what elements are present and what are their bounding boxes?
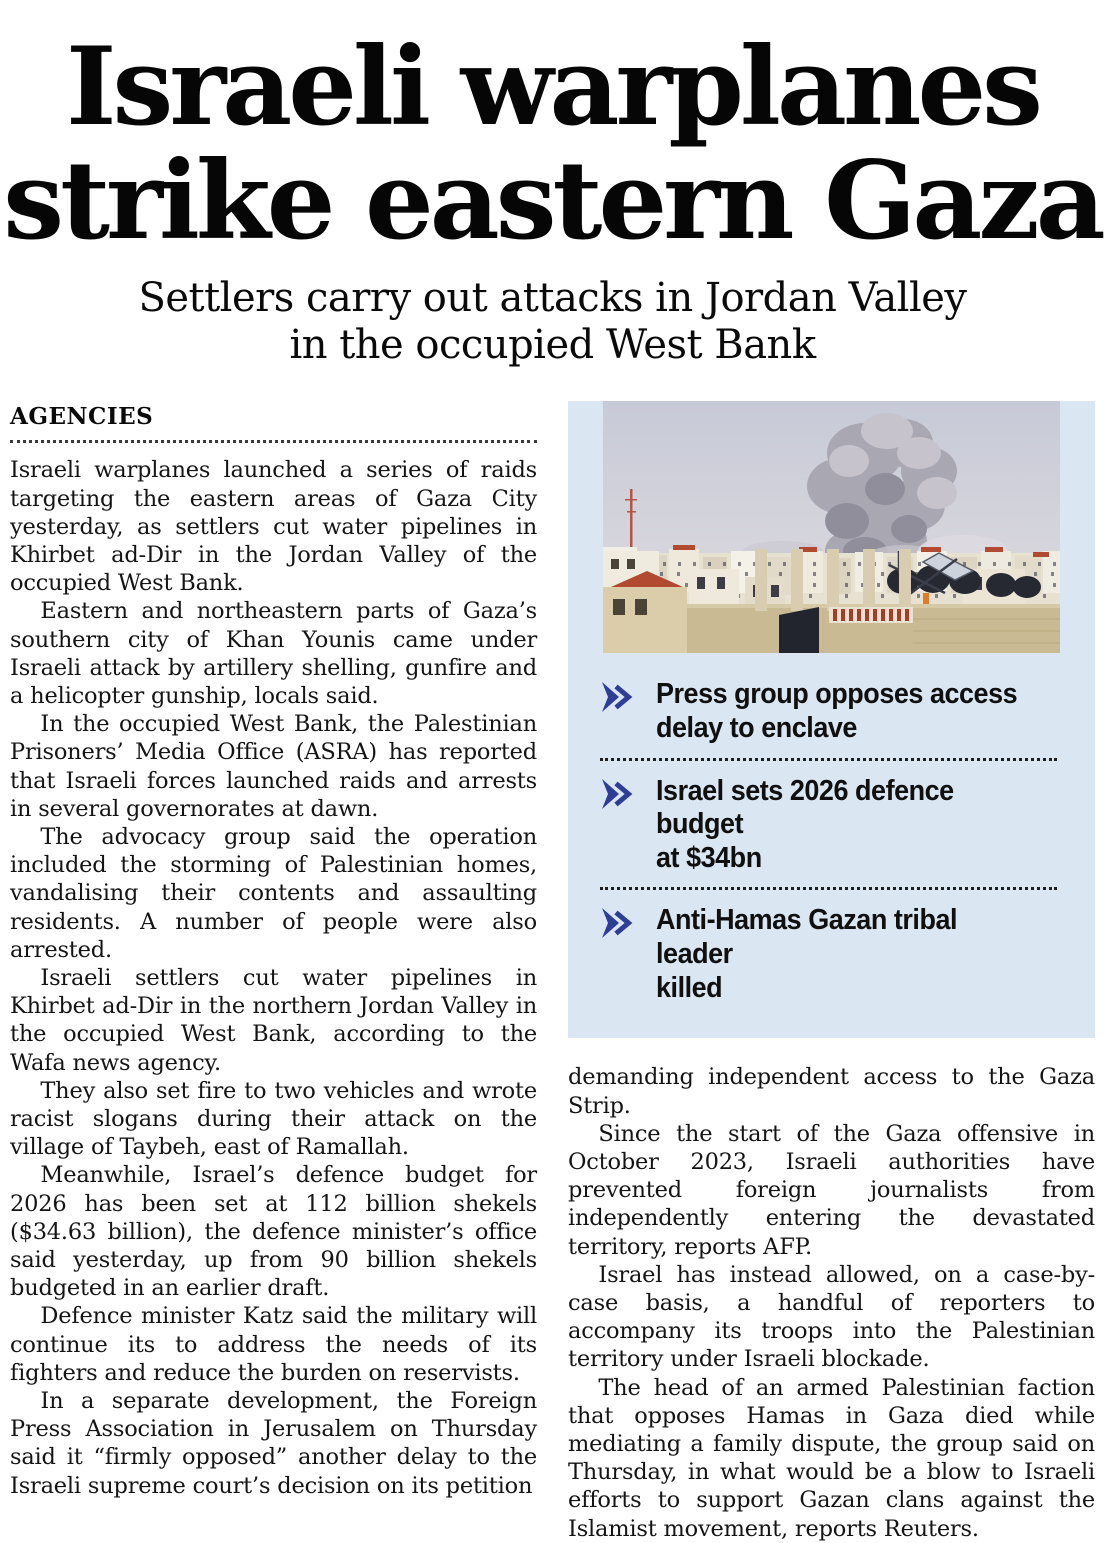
bullet-label: Anti-Hamas Gazan tribal leader killed bbox=[656, 904, 958, 1004]
dotted-separator bbox=[600, 757, 1057, 761]
subheadline: Settlers carry out attacks in Jordan Val… bbox=[0, 275, 1105, 369]
infobox-bullet: Israel sets 2026 defence budget at $34bn bbox=[600, 766, 1057, 883]
article-paragraph: Israeli warplanes launched a series of r… bbox=[10, 457, 537, 597]
article-paragraph: In a separate development, the Foreign P… bbox=[10, 1388, 537, 1499]
article-paragraph: They also set fire to two vehicles and w… bbox=[10, 1077, 537, 1161]
double-chevron-icon bbox=[600, 778, 638, 814]
byline-dotted-rule bbox=[10, 440, 537, 444]
article-paragraph: Israel has instead allowed, on a case-by… bbox=[568, 1261, 1095, 1373]
info-box: Press group opposes access delay to encl… bbox=[568, 401, 1095, 1039]
article-paragraph: Defence minister Katz said the military … bbox=[10, 1303, 537, 1386]
newspaper-page: Israeli warplanes strike eastern Gaza Se… bbox=[0, 30, 1105, 1542]
article-paragraph: In the occupied West Bank, the Palestini… bbox=[10, 711, 537, 822]
left-column: AGENCIES Israeli warplanes launched a se… bbox=[10, 401, 537, 1542]
bullet-label: Press group opposes access delay to encl… bbox=[656, 678, 1018, 744]
gaza-airstrike-photo bbox=[603, 401, 1060, 654]
article-body: AGENCIES Israeli warplanes launched a se… bbox=[0, 401, 1105, 1542]
right-column: Press group opposes access delay to encl… bbox=[568, 401, 1095, 1542]
right-column-text: demanding independent access to the Gaza… bbox=[568, 1063, 1095, 1542]
subheadline-line-2: in the occupied West Bank bbox=[289, 322, 816, 369]
infobox-bullet: Press group opposes access delay to encl… bbox=[600, 669, 1057, 752]
article-paragraph: The head of an armed Palestinian faction… bbox=[568, 1374, 1095, 1542]
article-paragraph: Israeli settlers cut water pipelines in … bbox=[10, 964, 537, 1076]
headline: Israeli warplanes strike eastern Gaza bbox=[0, 30, 1105, 259]
double-chevron-icon bbox=[600, 907, 638, 943]
article-paragraph: Meanwhile, Israel’s defence budget for 2… bbox=[10, 1162, 537, 1302]
bullet-label: Israel sets 2026 defence budget at $34bn bbox=[656, 774, 954, 874]
headline-line-1: Israeli warplanes bbox=[66, 24, 1043, 150]
article-paragraph: demanding independent access to the Gaza… bbox=[568, 1064, 1095, 1119]
double-chevron-icon bbox=[600, 681, 638, 717]
article-paragraph: Eastern and northeastern parts of Gaza’s… bbox=[10, 598, 537, 709]
headline-line-2: strike eastern Gaza bbox=[3, 138, 1105, 265]
infobox-bullet: Anti-Hamas Gazan tribal leader killed bbox=[600, 895, 1057, 1012]
article-paragraph: The advocacy group said the operation in… bbox=[10, 823, 537, 963]
byline: AGENCIES bbox=[10, 403, 154, 431]
dotted-separator bbox=[600, 887, 1057, 891]
subheadline-line-1: Settlers carry out attacks in Jordan Val… bbox=[138, 274, 967, 321]
article-paragraph: Since the start of the Gaza offensive in… bbox=[568, 1120, 1095, 1260]
